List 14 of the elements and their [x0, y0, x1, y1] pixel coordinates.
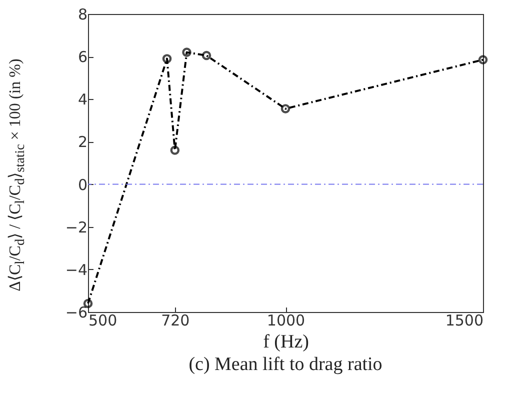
y-tick-label: 0 [78, 176, 88, 194]
x-axis-title: f (Hz) [263, 332, 309, 352]
x-tick-label: 720 [161, 312, 190, 330]
text: (c) Mean lift to drag ratio [188, 354, 382, 375]
y-tick-label: −4 [65, 260, 88, 279]
y-tick-label: 8 [78, 6, 88, 24]
y-tick-label: −2 [65, 218, 88, 236]
x-tick-label: 500 [88, 312, 118, 330]
y-tick-label: 6 [78, 48, 88, 66]
y-tick-label: 2 [78, 133, 88, 152]
x-tick-label: 1000 [266, 312, 306, 330]
y-tick-label: 4 [78, 90, 88, 109]
y-tick-label: −6 [65, 304, 88, 322]
x-tick-label: 1500 [445, 312, 484, 330]
